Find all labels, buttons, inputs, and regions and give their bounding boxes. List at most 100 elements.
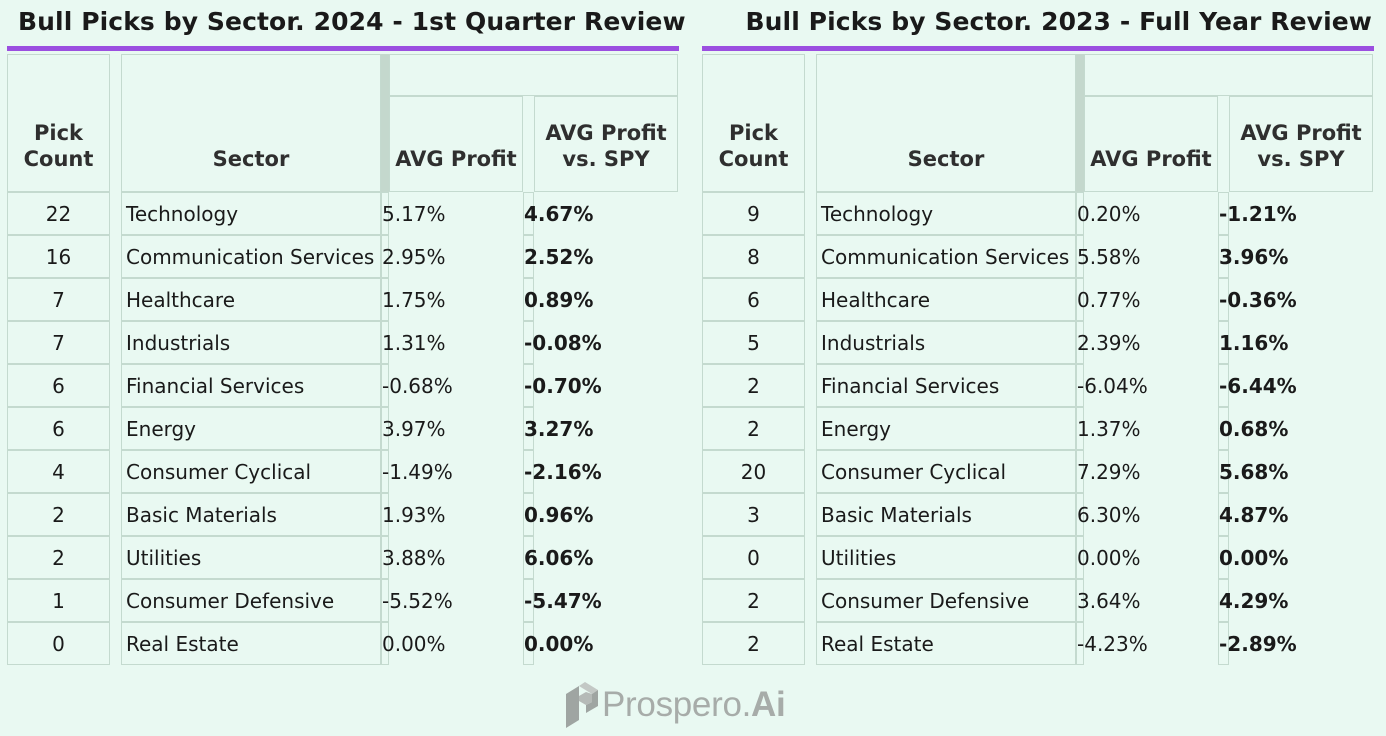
avg-profit-header: AVG Profit: [1084, 96, 1218, 192]
avg-vs-spy-cell: 4.29%: [1218, 579, 1288, 622]
table-row: 9 Technology 0.20% -1.21%: [702, 192, 1373, 235]
table-title: Bull Picks by Sector. 2023 - Full Year R…: [745, 7, 1372, 36]
sector-cell: Communication Services: [816, 235, 1076, 278]
pick-count-cell: 2: [702, 579, 805, 622]
table-row: 6 Energy 3.97% 3.27%: [7, 407, 678, 450]
table-row: 22 Technology 5.17% 4.67%: [7, 192, 678, 235]
pick-count-cell: 7: [7, 321, 110, 364]
sector-cell: Financial Services: [816, 364, 1076, 407]
sector-cell: Energy: [816, 407, 1076, 450]
logo-ai: Ai: [751, 685, 786, 724]
avg-vs-spy-cell: -2.16%: [523, 450, 602, 493]
avg-profit-cell: -4.23%: [1076, 622, 1148, 665]
table-row: 7 Healthcare 1.75% 0.89%: [7, 278, 678, 321]
sector-cell: Healthcare: [121, 278, 381, 321]
pick-count-cell: 7: [7, 278, 110, 321]
table-row: 4 Consumer Cyclical -1.49% -2.16%: [7, 450, 678, 493]
table-row: 7 Industrials 1.31% -0.08%: [7, 321, 678, 364]
sector-cell: Real Estate: [816, 622, 1076, 665]
table-row: 6 Financial Services -0.68% -0.70%: [7, 364, 678, 407]
pick-count-cell: 3: [702, 493, 805, 536]
avg-profit-vs-spy-header: AVG Profit vs. SPY: [1229, 96, 1374, 192]
prospero-logo: Prospero.Ai: [566, 681, 786, 729]
avg-profit-cell: 3.97%: [381, 407, 446, 450]
sector-cell: Utilities: [121, 536, 381, 579]
avg-vs-spy-cell: 0.68%: [1218, 407, 1288, 450]
pick-count-cell: 2: [7, 536, 110, 579]
avg-vs-spy-cell: 5.68%: [1218, 450, 1288, 493]
avg-vs-spy-cell: -5.47%: [523, 579, 602, 622]
pick-count-cell: 2: [702, 622, 805, 665]
sector-cell: Technology: [121, 192, 381, 235]
title-accent-bar: [7, 46, 679, 51]
sector-cell: Consumer Defensive: [816, 579, 1076, 622]
avg-vs-spy-cell: -2.89%: [1218, 622, 1297, 665]
table-row: 20 Consumer Cyclical 7.29% 5.68%: [702, 450, 1373, 493]
avg-profit-cell: -1.49%: [381, 450, 453, 493]
avg-profit-cell: 6.30%: [1076, 493, 1141, 536]
avg-vs-spy-cell: 0.89%: [523, 278, 593, 321]
avg-profit-cell: 5.17%: [381, 192, 446, 235]
avg-profit-cell: 2.39%: [1076, 321, 1141, 364]
avg-profit-cell: 1.37%: [1076, 407, 1141, 450]
column-divider: [1076, 54, 1084, 192]
sector-table: Pick Count Sector AVG Profit AVG Profit …: [7, 54, 679, 665]
sector-cell: Communication Services: [121, 235, 381, 278]
avg-profit-cell: -5.52%: [381, 579, 453, 622]
sector-cell: Consumer Defensive: [121, 579, 381, 622]
avg-vs-spy-cell: 3.96%: [1218, 235, 1288, 278]
table-row: 2 Financial Services -6.04% -6.44%: [702, 364, 1373, 407]
pick-count-cell: 6: [7, 407, 110, 450]
sector-header: Sector: [121, 54, 381, 192]
pick-count-cell: 2: [7, 493, 110, 536]
avg-profit-cell: 1.31%: [381, 321, 446, 364]
sector-table: Pick Count Sector AVG Profit AVG Profit …: [702, 54, 1374, 665]
table-row: 2 Energy 1.37% 0.68%: [702, 407, 1373, 450]
sector-header: Sector: [816, 54, 1076, 192]
table-row: 0 Utilities 0.00% 0.00%: [702, 536, 1373, 579]
avg-vs-spy-cell: 1.16%: [1218, 321, 1288, 364]
avg-vs-spy-cell: 2.52%: [523, 235, 593, 278]
table-row: 2 Utilities 3.88% 6.06%: [7, 536, 678, 579]
sector-cell: Consumer Cyclical: [816, 450, 1076, 493]
avg-profit-vs-spy-header: AVG Profit vs. SPY: [534, 96, 679, 192]
avg-vs-spy-cell: 0.00%: [1218, 536, 1288, 579]
avg-vs-spy-cell: 0.96%: [523, 493, 593, 536]
pick-count-cell: 0: [7, 622, 110, 665]
avg-profit-cell: -0.68%: [381, 364, 453, 407]
sector-cell: Utilities: [816, 536, 1076, 579]
pick-count-cell: 2: [702, 364, 805, 407]
column-divider: [381, 54, 389, 192]
prospero-logo-icon: [566, 682, 598, 728]
table-row: 0 Real Estate 0.00% 0.00%: [7, 622, 678, 665]
avg-profit-cell: 0.77%: [1076, 278, 1141, 321]
header-band: [389, 54, 679, 96]
avg-profit-cell: 3.64%: [1076, 579, 1141, 622]
table-row: 3 Basic Materials 6.30% 4.87%: [702, 493, 1373, 536]
title-accent-bar: [702, 46, 1374, 51]
pick-count-cell: 8: [702, 235, 805, 278]
table-row: 1 Consumer Defensive -5.52% -5.47%: [7, 579, 678, 622]
avg-vs-spy-cell: -0.70%: [523, 364, 602, 407]
pick-count-cell: 9: [702, 192, 805, 235]
table-panel-2023-full-year: Bull Picks by Sector. 2023 - Full Year R…: [702, 0, 1374, 665]
avg-vs-spy-cell: -6.44%: [1218, 364, 1297, 407]
sector-cell: Technology: [816, 192, 1076, 235]
avg-profit-cell: 5.58%: [1076, 235, 1141, 278]
pick-count-cell: 22: [7, 192, 110, 235]
sector-cell: Energy: [121, 407, 381, 450]
sector-cell: Industrials: [816, 321, 1076, 364]
pick-count-cell: 5: [702, 321, 805, 364]
pick-count-cell: 2: [702, 407, 805, 450]
table-row: 2 Basic Materials 1.93% 0.96%: [7, 493, 678, 536]
avg-vs-spy-cell: 4.67%: [523, 192, 593, 235]
sector-cell: Financial Services: [121, 364, 381, 407]
pick-count-header: Pick Count: [702, 54, 805, 192]
sector-cell: Basic Materials: [121, 493, 381, 536]
avg-profit-cell: 1.75%: [381, 278, 446, 321]
avg-vs-spy-cell: -0.08%: [523, 321, 602, 364]
table-row: 2 Real Estate -4.23% -2.89%: [702, 622, 1373, 665]
header-band: [1084, 54, 1374, 96]
pick-count-cell: 20: [702, 450, 805, 493]
avg-profit-cell: 2.95%: [381, 235, 446, 278]
